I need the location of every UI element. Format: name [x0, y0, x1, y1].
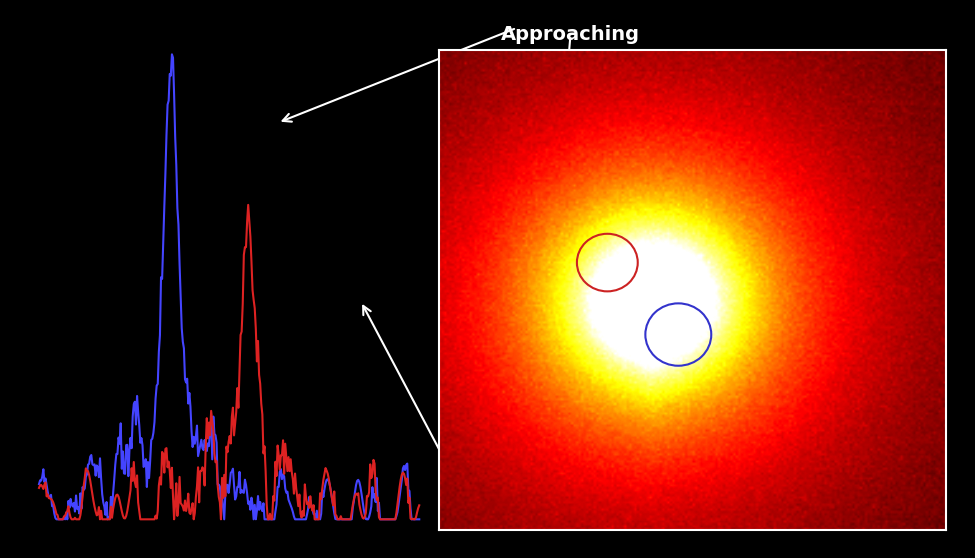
Text: Approaching: Approaching [501, 25, 640, 44]
Text: Receding: Receding [437, 494, 538, 513]
